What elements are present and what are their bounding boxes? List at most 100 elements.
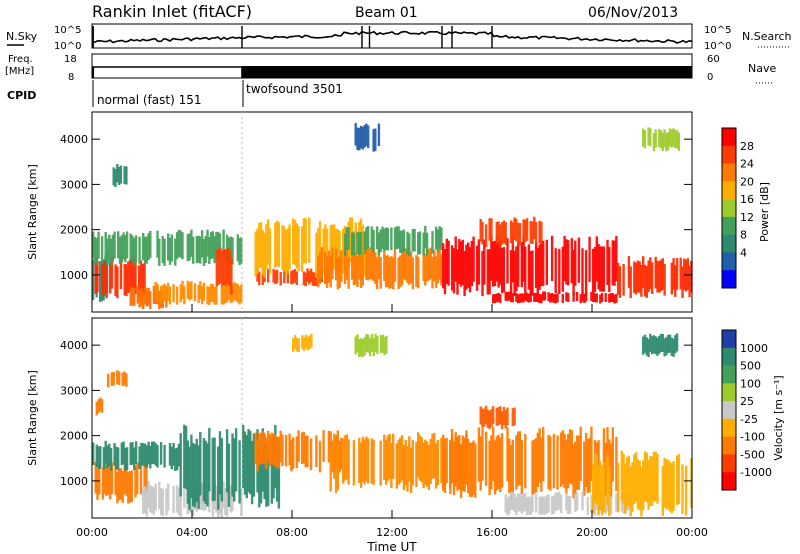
freq-series <box>92 66 243 78</box>
velocity-region-10 <box>592 450 693 517</box>
power-ytick-1000: 1000 <box>60 269 88 282</box>
time-axis: 00:00 04:00 08:00 12:00 16:00 20:00 00:00 <box>76 304 708 539</box>
velocity-cbar-tick-4: -25 <box>740 413 758 426</box>
velocity-ytick-2000: 2000 <box>60 430 88 443</box>
velocity-cbar-tick-2: 100 <box>740 377 761 390</box>
time-tick-5: 20:00 <box>576 526 608 539</box>
power-region-13 <box>479 216 543 248</box>
time-tick-0: 00:00 <box>76 526 108 539</box>
time-tick-4: 16:00 <box>476 526 508 539</box>
power-region-10 <box>343 225 443 257</box>
power-cbar-tick-0: 28 <box>740 140 754 153</box>
cpid-mode-1: normal (fast) 151 <box>97 93 201 107</box>
power-region-11 <box>354 123 381 152</box>
velocity-region-11 <box>292 333 313 352</box>
velocity-cbar-swatch-8 <box>722 472 736 491</box>
power-region-1 <box>94 256 146 299</box>
time-tick-2: 08:00 <box>276 526 308 539</box>
velocity-cbar-tick-0: 1000 <box>740 342 768 355</box>
velocity-colorbar-label: Velocity [m s⁻¹] <box>772 375 785 460</box>
velocity-heatmap <box>92 333 693 518</box>
power-cbar-swatch-5 <box>722 216 736 235</box>
velocity-ytick-4000: 4000 <box>60 339 88 352</box>
power-cbar-tick-6: 4 <box>740 246 747 259</box>
nsky-tick-bottom: 10^0 <box>54 41 81 52</box>
velocity-region-8 <box>479 405 516 430</box>
power-colorbar: 28 24 20 16 12 8 4 <box>721 127 754 289</box>
cpid-mode-2: twofsound 3501 <box>246 82 343 96</box>
power-region-16 <box>642 127 681 152</box>
power-ytick-4000: 4000 <box>60 133 88 146</box>
power-ylabel: Slant Range [km] <box>26 164 39 260</box>
nsearch-tick-top: 10^5 <box>704 25 731 36</box>
velocity-region-0 <box>95 397 104 416</box>
nsky-spikes <box>92 26 493 48</box>
time-tick-6: 00:00 <box>676 526 708 539</box>
power-ytick-3000: 3000 <box>60 178 88 191</box>
power-region-3 <box>154 280 243 305</box>
power-cbar-swatch-0 <box>722 128 736 147</box>
power-heatmap <box>92 123 693 310</box>
velocity-region-1 <box>94 461 148 504</box>
velocity-y-axis: 1000 2000 3000 4000 <box>60 318 692 518</box>
velocity-ylabel: Slant Range [km] <box>26 370 39 466</box>
nsearch-label: N.Search <box>742 30 792 43</box>
velocity-ytick-3000: 3000 <box>60 384 88 397</box>
velocity-cbar-tick-3: 25 <box>740 395 754 408</box>
velocity-ytick-1000: 1000 <box>60 475 88 488</box>
time-xlabel: Time UT <box>366 540 417 554</box>
velocity-region-13 <box>107 370 128 388</box>
power-cbar-tick-2: 20 <box>740 175 754 188</box>
velocity-cbar-swatch-1 <box>722 347 736 366</box>
power-region-9 <box>317 247 443 290</box>
freq-tick-bottom: 8 <box>68 72 74 83</box>
velocity-region-12 <box>354 333 388 358</box>
velocity-region-14 <box>642 333 679 358</box>
cpid-label: CPID <box>7 89 36 102</box>
nave-tick-bottom: 0 <box>707 72 713 83</box>
power-cbar-swatch-6 <box>722 234 736 253</box>
nave-fill <box>242 66 692 78</box>
freq-tick-top: 18 <box>64 54 77 65</box>
velocity-cbar-swatch-2 <box>722 365 736 384</box>
velocity-cbar-tick-7: -1000 <box>740 466 772 479</box>
power-y-axis: 1000 2000 3000 4000 <box>60 112 692 312</box>
freq-label: Freq. <box>8 54 33 65</box>
power-region-6 <box>215 247 233 295</box>
station-title: Rankin Inlet (fitACF) <box>92 2 252 21</box>
power-region-15 <box>617 256 693 299</box>
date-title: 06/Nov/2013 <box>588 5 678 21</box>
power-ytick-2000: 2000 <box>60 224 88 237</box>
velocity-cbar-tick-6: -500 <box>740 448 765 461</box>
freq-unit: [MHz] <box>5 66 34 77</box>
power-cbar-swatch-8 <box>722 270 736 289</box>
nave-tick-top: 60 <box>707 54 720 65</box>
power-cbar-swatch-7 <box>722 252 736 271</box>
power-cbar-tick-3: 16 <box>740 193 754 206</box>
nsearch-tick-bottom: 10^0 <box>704 41 731 52</box>
velocity-region-7 <box>442 426 618 500</box>
velocity-cbar-tick-1: 500 <box>740 360 761 373</box>
power-region-5 <box>112 164 128 188</box>
power-cbar-tick-1: 24 <box>740 158 754 171</box>
velocity-region-6 <box>329 432 468 494</box>
velocity-cbar-swatch-6 <box>722 436 736 455</box>
velocity-cbar-tick-5: -100 <box>740 431 765 444</box>
power-cbar-tick-5: 8 <box>740 229 747 242</box>
velocity-cbar-swatch-4 <box>722 401 736 420</box>
time-tick-3: 12:00 <box>376 526 408 539</box>
power-cbar-swatch-4 <box>722 199 736 218</box>
velocity-cbar-swatch-0 <box>722 330 736 349</box>
power-colorbar-label: Power [dB] <box>758 182 771 242</box>
time-tick-1: 04:00 <box>176 526 208 539</box>
nsky-series <box>91 30 693 44</box>
velocity-cbar-swatch-5 <box>722 418 736 437</box>
nsky-tick-top: 10^5 <box>54 25 81 36</box>
power-region-14 <box>492 291 618 304</box>
power-cbar-swatch-1 <box>722 145 736 164</box>
power-cbar-tick-4: 12 <box>740 211 754 224</box>
beam-title: Beam 01 <box>355 5 418 21</box>
nsky-label: N.Sky <box>6 30 38 43</box>
power-cbar-swatch-2 <box>722 163 736 182</box>
